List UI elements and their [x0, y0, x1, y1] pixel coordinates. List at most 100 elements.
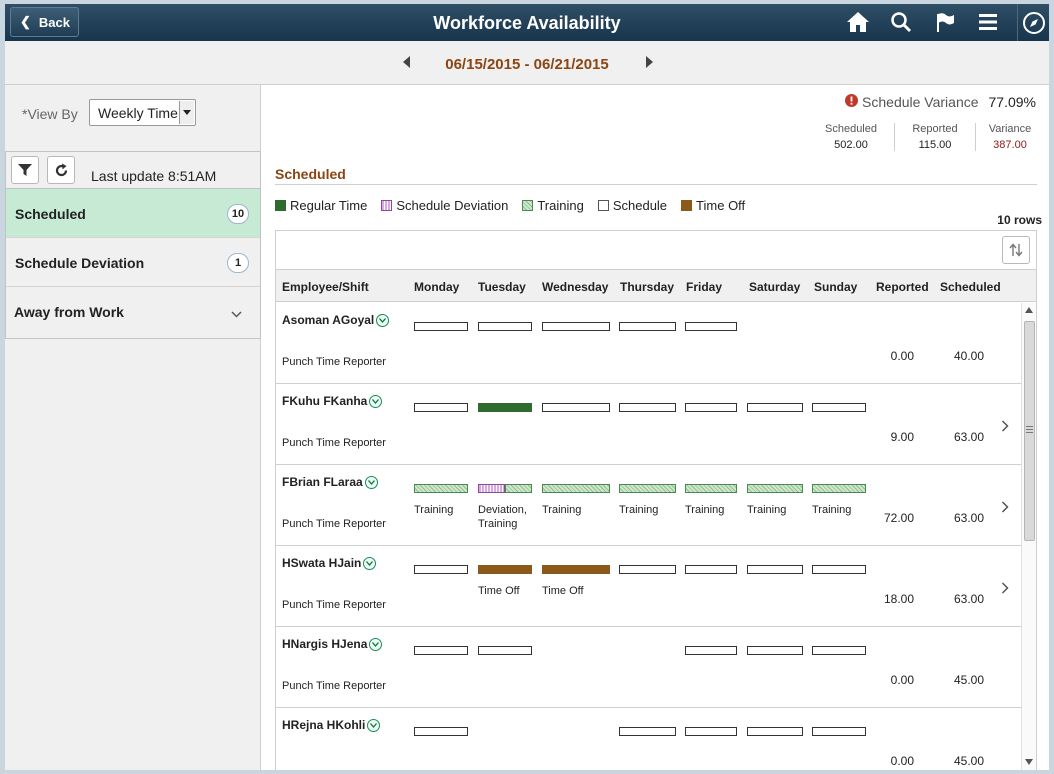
shift-bar[interactable] — [619, 322, 676, 331]
table-row[interactable]: FKuhu FKanha Punch Time Reporter 9.00 63.00 — [276, 384, 1021, 465]
legend-swatch — [681, 200, 693, 211]
shift-bar[interactable] — [747, 646, 803, 655]
shift-bar[interactable] — [812, 403, 866, 412]
shift-bar[interactable] — [414, 322, 468, 331]
employee-name[interactable]: FBrian FLaraa — [282, 475, 378, 489]
shift-bar[interactable] — [685, 484, 737, 493]
table-row[interactable]: HNargis HJena Punch Time Reporter 0.00 45.0… — [276, 627, 1021, 708]
shift-bar[interactable] — [414, 727, 468, 736]
chevron-right-icon[interactable] — [1001, 581, 1011, 595]
column-header[interactable]: Monday — [414, 280, 460, 294]
shift-bar[interactable] — [747, 403, 803, 412]
employee-name[interactable]: HNargis HJena — [282, 637, 383, 651]
shift-bar[interactable] — [685, 322, 737, 331]
column-header[interactable]: Sunday — [814, 280, 858, 294]
employee-name[interactable]: FKuhu FKanha — [282, 394, 383, 408]
schedule-variance: Schedule Variance 77.09% — [845, 94, 1036, 110]
chevron-right-icon[interactable] — [1001, 500, 1011, 514]
table-row[interactable]: FBrian FLaraa Punch Time Reporter Training… — [276, 465, 1021, 546]
home-icon[interactable] — [845, 10, 871, 34]
shift-bar[interactable] — [812, 484, 866, 493]
chevron-right-icon[interactable] — [1001, 419, 1011, 433]
next-week-arrow[interactable] — [642, 55, 656, 69]
shift-bar[interactable] — [478, 646, 532, 655]
column-header[interactable]: Saturday — [749, 280, 801, 294]
shift-bar[interactable] — [478, 565, 532, 574]
column-header[interactable]: Thursday — [620, 280, 675, 294]
sort-button[interactable] — [1002, 236, 1030, 264]
warning-icon — [845, 94, 859, 110]
filter-button[interactable] — [11, 156, 39, 184]
column-header[interactable]: Friday — [686, 280, 723, 294]
back-button[interactable]: ❮ Back — [10, 7, 79, 37]
table-row[interactable]: Asoman AGoyal Punch Time Reporter 0.00 40.0… — [276, 303, 1021, 384]
column-header[interactable]: Employee/Shift — [282, 280, 369, 294]
count-badge: 1 — [227, 253, 249, 273]
shift-bar[interactable] — [747, 484, 803, 493]
shift-bar[interactable] — [812, 565, 866, 574]
flag-icon[interactable] — [932, 10, 958, 34]
employee-name[interactable]: HSwata HJain — [282, 556, 377, 570]
vertical-scrollbar[interactable] — [1021, 303, 1036, 770]
chevron-down-icon — [231, 305, 242, 321]
list-item-schedule-deviation[interactable]: Schedule Deviation 1 — [6, 237, 260, 286]
shift-bar[interactable] — [812, 727, 866, 736]
previous-week-arrow[interactable] — [400, 55, 414, 69]
last-update-text: Last update 8:51AM — [91, 168, 217, 184]
shift-bar[interactable] — [747, 565, 803, 574]
category-list: Last update 8:51AM Scheduled 10 Schedule… — [5, 151, 261, 339]
expand-circle-icon[interactable] — [363, 556, 377, 570]
shift-bar[interactable] — [685, 727, 737, 736]
scrollbar-thumb[interactable] — [1024, 321, 1035, 541]
refresh-button[interactable] — [47, 156, 75, 184]
search-icon[interactable] — [888, 10, 914, 34]
expand-circle-icon[interactable] — [376, 313, 390, 327]
list-item-scheduled[interactable]: Scheduled 10 — [6, 188, 260, 237]
column-header[interactable]: Reported — [876, 280, 929, 294]
compass-icon[interactable] — [1017, 4, 1049, 41]
list-item-away-from-work[interactable]: Away from Work — [6, 286, 260, 335]
expand-circle-icon[interactable] — [364, 475, 378, 489]
shift-bar[interactable] — [619, 727, 676, 736]
left-panel: *View By Weekly Time Last update 8:51AM … — [5, 85, 261, 770]
shift-bar[interactable] — [685, 646, 737, 655]
shift-bar[interactable] — [414, 403, 468, 412]
shift-bar[interactable] — [414, 646, 468, 655]
reported-hours: 72.00 — [883, 511, 914, 525]
shift-bar[interactable] — [542, 403, 610, 412]
shift-bar[interactable] — [478, 403, 532, 412]
expand-circle-icon[interactable] — [367, 718, 381, 732]
shift-bar[interactable] — [619, 484, 676, 493]
scroll-down-icon — [1025, 759, 1033, 765]
shift-bar[interactable] — [505, 484, 532, 493]
column-header[interactable]: Tuesday — [478, 280, 526, 294]
table-row[interactable]: HSwata HJain Punch Time Reporter Time Off T… — [276, 546, 1021, 627]
employee-name[interactable]: Asoman AGoyal — [282, 313, 390, 327]
shift-bar[interactable] — [478, 322, 532, 331]
schedule-variance-value: 77.09% — [988, 94, 1036, 110]
employee-name[interactable]: HRejna HKohli — [282, 718, 381, 732]
reported-stat: Reported 115.00 — [902, 123, 968, 151]
expand-circle-icon[interactable] — [369, 637, 383, 651]
shift-bar[interactable] — [542, 322, 610, 331]
menu-icon[interactable] — [975, 10, 1001, 34]
shift-bar[interactable] — [619, 565, 676, 574]
column-header[interactable]: Wednesday — [542, 280, 609, 294]
shift-bar[interactable] — [812, 646, 866, 655]
column-header[interactable]: Scheduled — [940, 280, 1001, 294]
employee-role: Punch Time Reporter — [282, 356, 386, 368]
shift-bar[interactable] — [414, 484, 468, 493]
shift-bar[interactable] — [619, 403, 676, 412]
shift-bar[interactable] — [478, 484, 505, 493]
shift-bar[interactable] — [747, 727, 803, 736]
table-row[interactable]: HRejna HKohli 0.00 45.00 — [276, 708, 1021, 770]
view-by-select[interactable]: Weekly Time — [89, 99, 196, 126]
filter-icon — [18, 164, 32, 176]
shift-bar[interactable] — [685, 565, 737, 574]
shift-bar[interactable] — [685, 403, 737, 412]
expand-circle-icon[interactable] — [369, 394, 383, 408]
legend-swatch — [381, 200, 393, 211]
shift-bar[interactable] — [542, 484, 610, 493]
shift-bar[interactable] — [542, 565, 610, 574]
shift-bar[interactable] — [414, 565, 468, 574]
